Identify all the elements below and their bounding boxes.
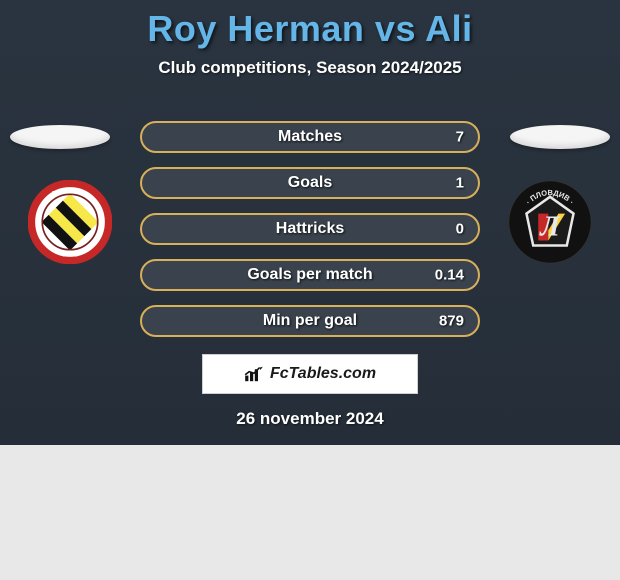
stats-list: 7 Matches 1 Goals 0 Hattricks 0.14 Goals per ma… (140, 121, 480, 351)
subtitle: Club competitions, Season 2024/2025 (0, 58, 620, 78)
stat-right-value: 879 (439, 313, 464, 330)
svg-text:1912: 1912 (63, 251, 78, 258)
stat-label: Min per goal (263, 312, 357, 330)
stat-right-value: 0 (456, 221, 464, 238)
club-left-badge: БОТЕВЪ 1912 (28, 180, 112, 264)
stat-right-value: 7 (456, 129, 464, 146)
stat-label: Hattricks (276, 220, 344, 238)
stat-row: 0.14 Goals per match (140, 259, 480, 291)
brand-text: FcTables.com (270, 365, 376, 383)
stat-row: 879 Min per goal (140, 305, 480, 337)
stat-right-value: 1 (456, 175, 464, 192)
stat-label: Goals (288, 174, 332, 192)
page-title: Roy Herman vs Ali (0, 0, 620, 50)
brand-watermark: FcTables.com (202, 354, 418, 394)
infographic-content: Roy Herman vs Ali Club competitions, Sea… (0, 0, 620, 78)
player-right-avatar (510, 125, 610, 149)
svg-text:Л: Л (539, 211, 561, 242)
stat-label: Matches (278, 128, 342, 146)
stat-label: Goals per match (247, 266, 372, 284)
stat-row: 0 Hattricks (140, 213, 480, 245)
stat-row: 7 Matches (140, 121, 480, 153)
chart-icon (244, 366, 264, 382)
club-right-badge: · ПЛОВДИВ · Л (508, 180, 592, 264)
stat-row: 1 Goals (140, 167, 480, 199)
date-text: 26 november 2024 (0, 409, 620, 429)
player-left-avatar (10, 125, 110, 149)
stat-right-value: 0.14 (435, 267, 464, 284)
